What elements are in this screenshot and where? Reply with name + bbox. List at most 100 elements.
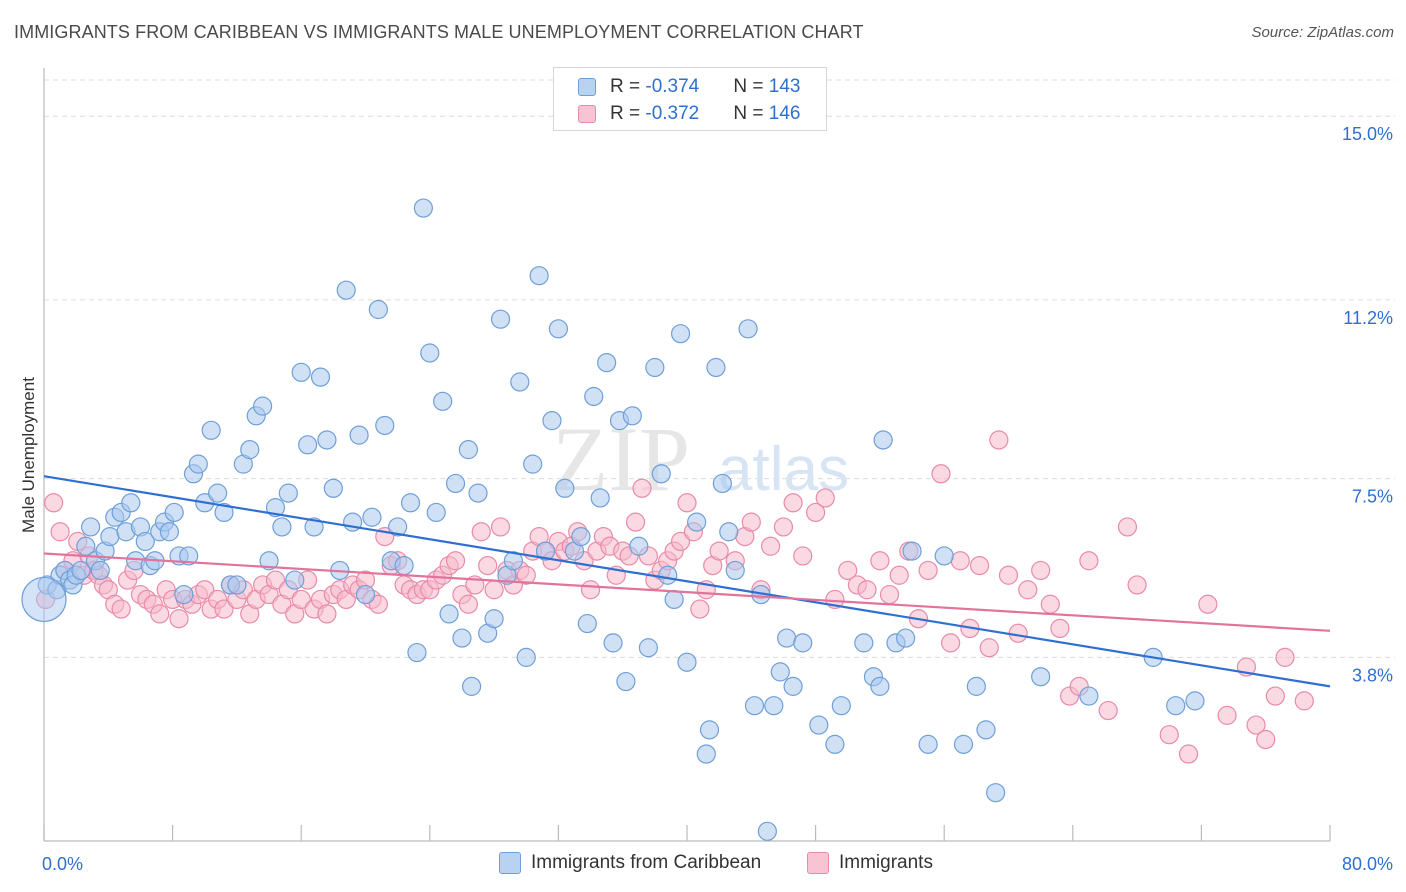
data-point-caribbean — [516, 647, 536, 667]
chart-title: IMMIGRANTS FROM CARIBBEAN VS IMMIGRANTS … — [14, 22, 864, 42]
data-point-caribbean — [135, 531, 155, 552]
data-point-caribbean — [584, 386, 604, 407]
data-point-immigrants — [1159, 725, 1179, 745]
data-point-caribbean — [809, 715, 829, 735]
legend-r-label: R = — [610, 76, 646, 97]
data-point-caribbean — [100, 526, 120, 547]
data-point-caribbean — [445, 473, 466, 494]
data-point-immigrants — [793, 546, 813, 566]
data-point-immigrants — [760, 536, 781, 556]
data-point-caribbean — [362, 507, 382, 527]
series-legend: Immigrants from Caribbean Immigrants — [0, 852, 1406, 880]
data-point-immigrants — [150, 604, 170, 624]
source-label: Source: ZipAtlas.com — [1251, 24, 1394, 41]
data-point-caribbean — [622, 406, 642, 426]
data-point-immigrants — [1265, 686, 1285, 706]
data-point-immigrants — [998, 565, 1019, 585]
data-point-caribbean — [510, 372, 530, 392]
data-point-caribbean — [664, 589, 684, 610]
data-point-caribbean — [658, 565, 678, 585]
data-point-immigrants — [111, 599, 131, 619]
legend-row-immigrants: R = -0.372 N = 146 — [578, 102, 800, 126]
data-point-caribbean — [719, 522, 739, 542]
legend-n-value: 146 — [768, 103, 801, 124]
data-point-immigrants — [805, 502, 826, 523]
legend-row-caribbean: R = -0.374 N = 143 — [578, 75, 800, 99]
trend-line-caribbean — [43, 475, 1331, 688]
data-point-caribbean — [651, 464, 671, 484]
data-point-immigrants — [969, 555, 990, 576]
legend-item-immigrants[interactable]: Immigrants — [807, 852, 933, 874]
data-point-caribbean — [629, 536, 649, 556]
data-point-immigrants — [317, 604, 337, 624]
data-point-caribbean — [699, 720, 720, 740]
data-point-caribbean — [355, 584, 376, 605]
data-point-immigrants — [1018, 580, 1038, 600]
data-point-immigrants — [670, 531, 691, 552]
data-point-immigrants — [1050, 618, 1070, 639]
legend-swatch-pink — [578, 105, 596, 123]
data-point-immigrants — [471, 522, 491, 542]
data-point-caribbean — [336, 280, 356, 300]
data-point-caribbean — [523, 454, 543, 474]
data-point-caribbean — [777, 628, 797, 648]
data-point-immigrants — [1117, 517, 1138, 537]
legend-item-caribbean[interactable]: Immigrants from Caribbean — [499, 852, 761, 874]
data-point-immigrants — [857, 580, 877, 600]
data-point-immigrants — [889, 565, 909, 585]
data-point-caribbean — [90, 560, 110, 581]
data-point-immigrants — [709, 541, 729, 561]
data-point-caribbean — [174, 584, 194, 605]
data-point-immigrants — [1256, 729, 1276, 750]
data-point-caribbean — [725, 560, 745, 581]
data-point-caribbean — [645, 357, 665, 378]
data-point-caribbean — [433, 391, 453, 411]
data-point-caribbean — [706, 357, 726, 378]
data-point-immigrants — [677, 493, 697, 513]
data-point-immigrants — [214, 599, 234, 619]
data-point-caribbean — [490, 309, 511, 329]
data-point-caribbean — [976, 720, 996, 740]
data-point-caribbean — [597, 353, 617, 373]
data-point-caribbean — [677, 652, 697, 672]
data-point-caribbean — [1185, 691, 1205, 711]
data-point-immigrants — [1008, 623, 1028, 643]
data-point-caribbean — [304, 517, 324, 537]
legend-n-value: 143 — [768, 76, 801, 97]
data-point-immigrants — [291, 589, 311, 610]
data-point-caribbean — [179, 546, 199, 566]
data-point-caribbean — [548, 319, 569, 339]
correlation-legend: R = -0.374 N = 143 R = -0.372 N = 146 — [553, 67, 827, 131]
y-tick-label: 11.2% — [1343, 308, 1393, 328]
data-point-caribbean — [259, 551, 279, 571]
data-point-immigrants — [741, 512, 761, 532]
data-point-immigrants — [690, 599, 710, 619]
data-point-caribbean — [71, 560, 91, 581]
data-point-caribbean — [253, 396, 273, 416]
legend-n-label: N = — [733, 76, 769, 97]
data-point-caribbean — [201, 420, 221, 440]
data-point-caribbean — [918, 734, 938, 754]
trend-line-immigrants — [43, 552, 1331, 632]
data-point-caribbean — [388, 517, 408, 537]
data-point-caribbean — [825, 734, 845, 754]
data-point-caribbean — [426, 502, 446, 523]
data-point-immigrants — [989, 430, 1009, 450]
data-point-caribbean — [159, 522, 179, 542]
data-point-caribbean — [757, 821, 777, 841]
data-point-immigrants — [625, 512, 646, 532]
data-point-caribbean — [854, 633, 874, 653]
data-point-caribbean — [712, 473, 732, 494]
data-point-caribbean — [953, 734, 974, 754]
data-point-caribbean — [394, 555, 414, 576]
data-point-caribbean — [323, 478, 343, 498]
data-point-caribbean — [420, 343, 440, 363]
data-point-immigrants — [484, 580, 504, 600]
legend-swatch-pink — [807, 852, 829, 874]
data-point-immigrants — [1178, 744, 1199, 764]
legend-swatch-blue — [499, 852, 521, 874]
data-point-caribbean — [285, 570, 305, 590]
x-tick-label: 0.0% — [42, 854, 83, 874]
data-point-caribbean — [240, 440, 260, 460]
